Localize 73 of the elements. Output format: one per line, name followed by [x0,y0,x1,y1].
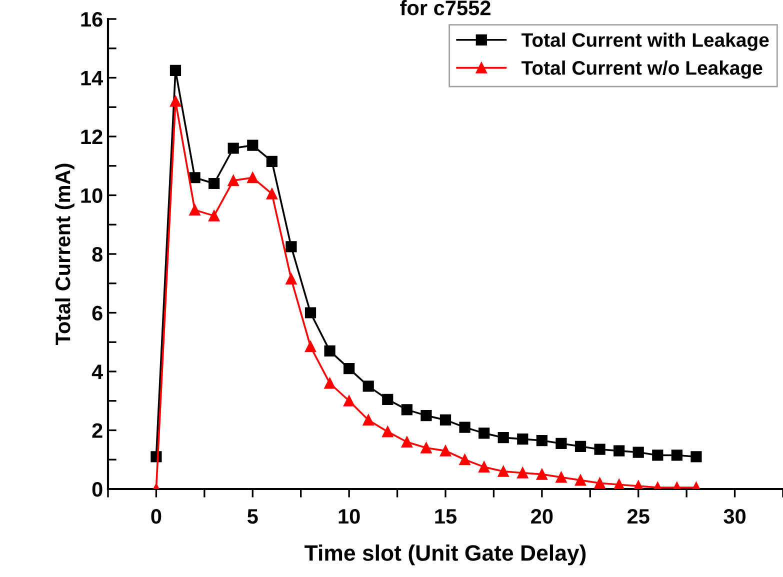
point [401,404,412,416]
x-tick-label: 5 [247,509,258,524]
point [420,442,432,454]
point [652,450,664,461]
x-tick-label: 15 [435,509,457,524]
point [632,446,644,458]
chart-title: for c7552 [400,0,490,16]
x-tick-label: 0 [151,508,162,524]
point [690,451,702,462]
point [324,378,336,389]
y-tick-label: 2 [92,423,102,438]
x-tick-label: 20 [531,508,553,524]
y-axis-title: Total Current (mA) [54,164,74,346]
y-tick-label: 10 [81,188,102,204]
y-tick-label: 14 [81,70,104,86]
point [304,340,316,352]
point [247,172,258,184]
point [478,461,490,473]
point [614,445,625,456]
y-tick-label: 6 [92,306,102,321]
point [266,188,278,200]
point [517,434,528,445]
point [574,440,586,452]
point [517,467,528,478]
point [362,380,374,392]
point [324,345,336,356]
point [478,428,490,439]
x-tick-label: 25 [627,508,650,524]
point [440,414,452,426]
y-tick-label: 4 [92,364,104,380]
point [286,273,297,285]
point [170,96,182,107]
y-tick-label: 16 [81,12,102,27]
point [556,438,567,450]
point [574,474,586,486]
point [401,436,412,448]
y-tick-label: 8 [92,247,102,262]
point [420,410,432,422]
point [247,140,258,151]
point [594,478,606,489]
point [382,394,394,405]
point [536,468,548,480]
point [498,432,509,444]
x-tick-label: 30 [724,508,746,524]
point [614,479,625,489]
point [556,472,567,483]
point [266,156,278,168]
legend-label: Total Current with Leakage [521,32,769,51]
point [344,395,355,406]
y-tick-label: 12 [81,130,102,144]
point [189,204,200,216]
x-axis-title: Time slot (Unit Gate Delay) [304,544,586,566]
legend-label: Total Current w/o Leakage [521,60,762,79]
x-tick-label: 10 [338,508,360,524]
point [228,175,239,186]
point [459,422,470,433]
point [536,434,548,446]
point [344,363,355,374]
point [208,210,220,222]
y-tick-label: 0 [92,482,102,497]
point [286,241,297,252]
point [440,445,452,456]
point [208,178,220,190]
point [498,466,509,477]
point [459,454,470,466]
point [382,426,394,438]
point [362,414,374,426]
point [671,450,682,461]
point [594,444,606,455]
point [170,64,182,76]
point [189,172,200,184]
point [228,142,239,154]
point [304,307,316,318]
